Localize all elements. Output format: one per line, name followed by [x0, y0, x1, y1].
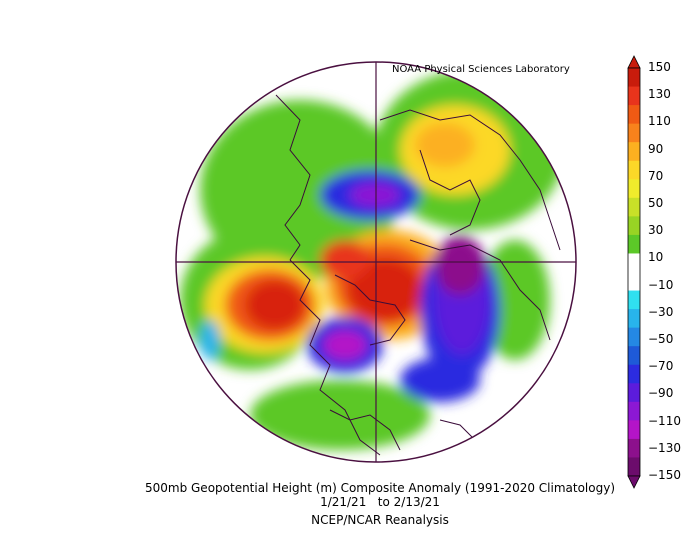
colorbar-swatch [628, 272, 640, 292]
colorbar-swatch [628, 327, 640, 347]
colorbar-swatch [628, 383, 640, 403]
colorbar-swatch [628, 68, 640, 88]
colorbar-swatch [628, 346, 640, 366]
colorbar-tick-label: 130 [648, 87, 671, 102]
colorbar-top-arrow [627, 55, 641, 69]
colorbar-tick-label: −30 [648, 304, 674, 319]
colorbar-tick-label: −130 [648, 440, 681, 455]
colorbar-swatch [628, 142, 640, 162]
colorbar-swatch [628, 438, 640, 458]
colorbar-tick-label: −110 [648, 413, 681, 428]
map-title: 500mb Geopotential Height (m) Composite … [144, 481, 615, 495]
colorbar-swatch [628, 290, 640, 310]
colorbar-swatch [628, 179, 640, 199]
colorbar-swatch [628, 160, 640, 180]
colorbar-swatch [628, 197, 640, 217]
colorbar-tick-label: −70 [648, 359, 674, 374]
colorbar-tick-label: 10 [648, 250, 664, 265]
colorbar-swatch [628, 105, 640, 125]
colorbar-tick-label: 110 [648, 114, 671, 129]
colorbar-swatch [628, 216, 640, 236]
colorbar-swatch [628, 364, 640, 384]
colorbar-tick-label: 150 [648, 60, 671, 74]
colorbar-swatch [628, 309, 640, 329]
colorbar-swatch [628, 253, 640, 273]
credit-text: NOAA Physical Sciences Laboratory [392, 64, 570, 75]
colorbar-tick-label: −150 [648, 468, 681, 482]
colorbar-swatch [628, 457, 640, 477]
graticule [176, 62, 576, 462]
colorbar [627, 55, 641, 489]
colorbar-swatch [628, 401, 640, 421]
colorbar-tick-label: −10 [648, 277, 674, 292]
colorbar-tick-label: 30 [648, 223, 664, 238]
date-range: 1/21/21 to 2/13/21 [0, 495, 700, 509]
colorbar-tick-label: 50 [648, 196, 664, 210]
colorbar-swatch [628, 420, 640, 440]
colorbar-tick-label: −90 [648, 386, 674, 401]
date-start: 1/21/21 [320, 495, 367, 509]
colorbar-swatch [628, 234, 640, 254]
data-source: NCEP/NCAR Reanalysis [311, 513, 449, 527]
colorbar-tick-label: 70 [648, 168, 664, 183]
colorbar-tick-label: 90 [648, 141, 664, 156]
colorbar-bottom-arrow [627, 475, 641, 489]
coastlines [275, 94, 561, 456]
colorbar-swatch [628, 123, 640, 143]
globe-outline [175, 61, 577, 463]
colorbar-tick-label: −50 [648, 332, 674, 346]
date-end: 2/13/21 [393, 495, 440, 509]
date-separator: to [377, 495, 390, 509]
colorbar-swatch [628, 86, 640, 106]
